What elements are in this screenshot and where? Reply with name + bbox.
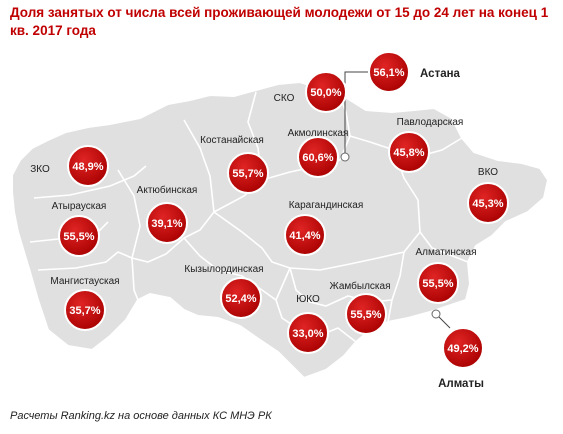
value-bubble-kyzylorda	[220, 277, 262, 319]
leader-lines	[344, 71, 451, 329]
region-label-sko: СКО	[274, 93, 295, 104]
value-label-aktobe: 39,1%	[151, 218, 182, 230]
value-bubble-almaty_city	[442, 327, 484, 369]
value-label-kyzylorda: 52,4%	[225, 293, 256, 305]
region-label-zhambyl: Жамбылская	[330, 280, 391, 292]
value-label-sko: 50,0%	[310, 87, 341, 99]
value-bubble-atyrau	[58, 215, 100, 257]
region-label-yuko: ЮКО	[296, 294, 320, 305]
region-label-pavlodar: Павлодарская	[397, 117, 464, 128]
source-note: Расчеты Ranking.kz на основе данных КС М…	[10, 410, 272, 422]
value-bubble-vko	[467, 182, 509, 224]
value-label-almaty_region: 55,5%	[422, 278, 453, 290]
value-label-astana: 56,1%	[373, 67, 404, 79]
astana-marker	[340, 152, 350, 162]
value-bubble-karaganda	[284, 214, 326, 256]
region-label-kostanay: Костанайская	[200, 135, 264, 146]
value-label-zko: 48,9%	[72, 161, 103, 173]
value-bubble-sko	[305, 71, 347, 113]
value-bubble-zhambyl	[345, 293, 387, 335]
value-label-almaty_city: 49,2%	[447, 343, 478, 355]
region-label-kyzylorda: Кызылординская	[184, 264, 263, 275]
value-label-mangystau: 35,7%	[69, 305, 100, 317]
value-label-zhambyl: 55,5%	[350, 309, 381, 321]
value-bubble-astana	[368, 51, 410, 93]
region-label-atyrau: Атырауская	[52, 201, 107, 212]
almaty-marker	[431, 309, 441, 319]
region-label-mangystau: Мангистауская	[50, 276, 119, 287]
region-label-akmola: Акмолинская	[288, 128, 349, 139]
value-bubble-mangystau	[64, 289, 106, 331]
value-bubble-yuko	[287, 312, 329, 354]
region-label-karaganda: Карагандинская	[289, 200, 364, 211]
value-bubble-zko	[67, 145, 109, 187]
region-label-almaty_region: Алматинская	[416, 247, 477, 258]
value-label-akmola: 60,6%	[302, 152, 333, 164]
value-label-yuko: 33,0%	[292, 328, 323, 340]
region-label-vko: ВКО	[478, 167, 498, 178]
value-label-karaganda: 41,4%	[289, 230, 320, 242]
region-label-aktobe: Актюбинская	[137, 184, 198, 196]
value-bubble-pavlodar	[388, 131, 430, 173]
value-label-vko: 45,3%	[472, 198, 503, 210]
value-bubble-almaty_region	[417, 262, 459, 304]
value-bubble-aktobe	[146, 202, 188, 244]
region-label-almaty_city: Алматы	[438, 378, 484, 390]
value-label-atyrau: 55,5%	[63, 231, 94, 243]
value-bubble-akmola	[297, 136, 339, 178]
map-title: Доля занятых от числа всей проживающей м…	[10, 5, 549, 38]
value-label-kostanay: 55,7%	[232, 168, 263, 180]
region-label-zko: ЗКО	[30, 164, 50, 175]
value-bubble-kostanay	[227, 152, 269, 194]
value-label-pavlodar: 45,8%	[393, 147, 424, 159]
region-label-astana: Астана	[420, 68, 461, 80]
